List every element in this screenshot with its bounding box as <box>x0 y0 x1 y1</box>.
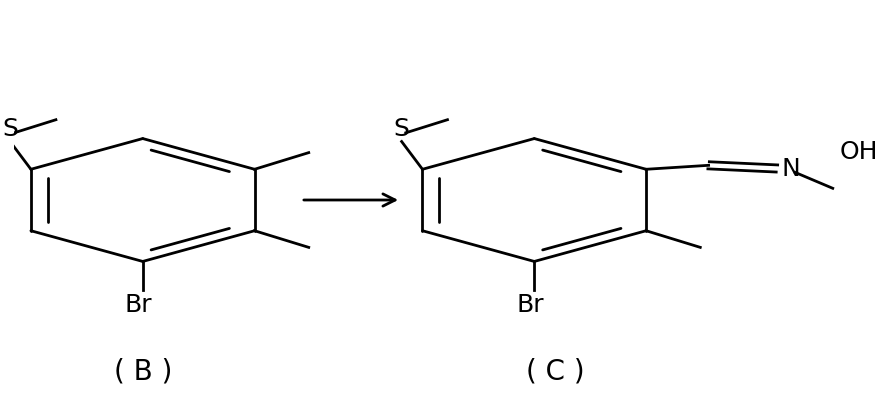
Text: ( C ): ( C ) <box>526 356 585 385</box>
Text: S: S <box>2 116 18 140</box>
Text: Br: Br <box>516 293 544 316</box>
Text: S: S <box>393 116 409 140</box>
Text: OH: OH <box>840 139 878 163</box>
Text: N: N <box>781 157 800 181</box>
Text: ( B ): ( B ) <box>114 356 172 385</box>
Text: Br: Br <box>124 293 153 316</box>
